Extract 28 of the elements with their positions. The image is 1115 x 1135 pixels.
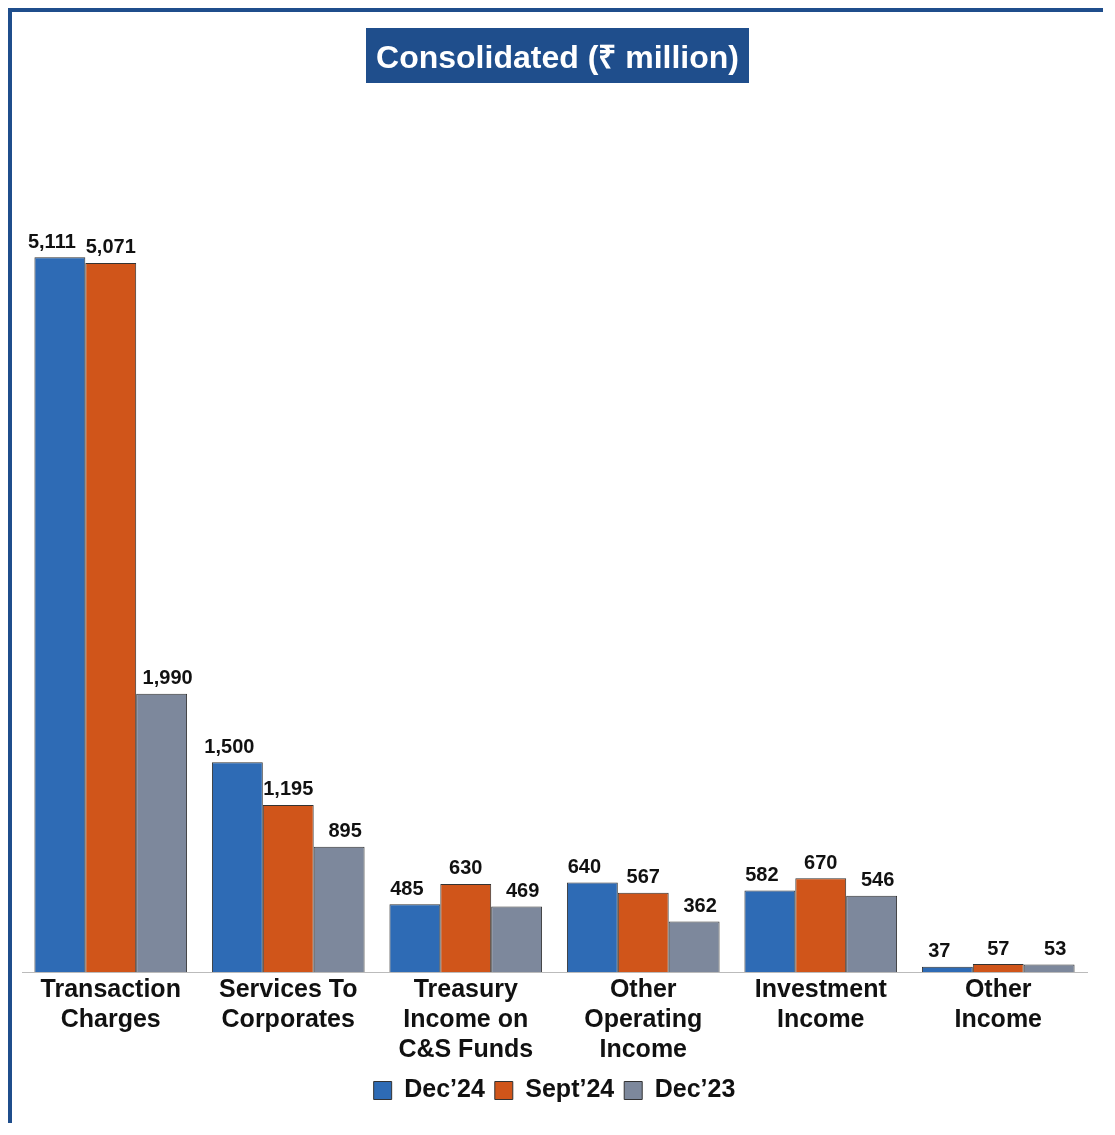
chart-title: Consolidated (₹ million) (366, 28, 749, 83)
data-label: 567 (626, 865, 660, 888)
data-label: 1,990 (142, 666, 193, 689)
data-label: 630 (449, 856, 483, 879)
x-tick-label: Other Income (954, 973, 1043, 1032)
data-label: 895 (328, 819, 362, 842)
legend-label: Sept’24 (525, 1074, 615, 1103)
data-label: 362 (683, 893, 717, 916)
legend-label: Dec’23 (654, 1074, 736, 1103)
data-label: 5,071 (85, 235, 136, 258)
data-label: 53 (1044, 937, 1067, 960)
x-tick-label: Services To Corporates (218, 973, 358, 1032)
data-label: 640 (567, 855, 602, 878)
data-label: 485 (390, 876, 424, 899)
data-label: 37 (928, 939, 951, 962)
data-label: 670 (804, 850, 838, 873)
x-tick-label: Investment Income (754, 973, 888, 1032)
x-tick-label: Transaction Charges (40, 973, 181, 1032)
x-tick-label: Other Operating Income (584, 973, 703, 1062)
data-label: 5,111 (27, 229, 76, 252)
data-label: 469 (505, 878, 540, 901)
x-tick-label: Treasury Income on C&S Funds (398, 973, 534, 1062)
data-label: 582 (745, 863, 779, 886)
legend-label: Dec’24 (404, 1074, 485, 1103)
data-label: 546 (860, 868, 895, 891)
data-label: 1,195 (263, 777, 314, 800)
data-label: 1,500 (204, 734, 255, 757)
data-label: 57 (987, 936, 1010, 959)
